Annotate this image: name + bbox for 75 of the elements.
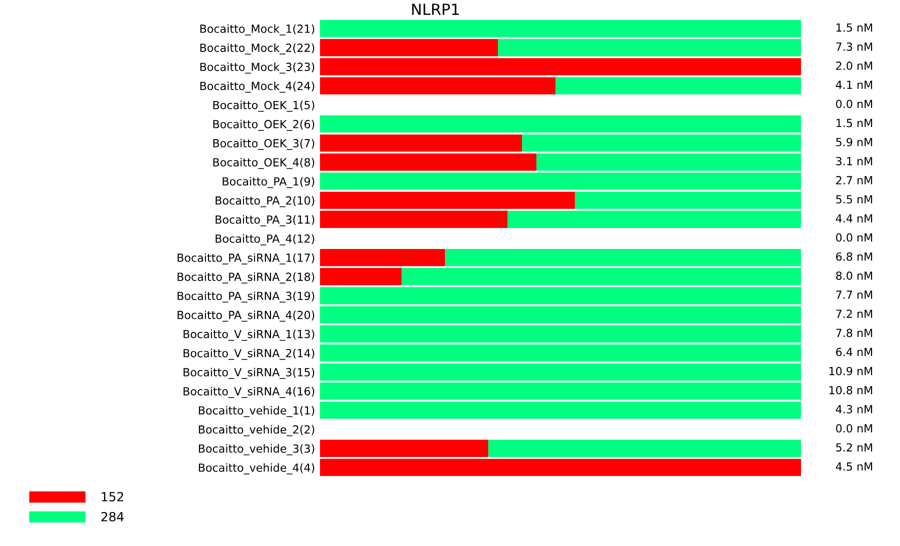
text: 0.0 nM	[836, 100, 872, 108]
y-tick-label: Bocaitto_vehide_4(4)	[198, 463, 314, 474]
text: 7.2 nM	[836, 310, 872, 318]
y-tick-label: Bocaitto_PA_siRNA_2(18)	[178, 272, 314, 284]
text: 2.0 nM	[836, 62, 872, 70]
legend-label: 284	[101, 512, 124, 522]
text: 6.4 nM	[836, 348, 872, 356]
text: 1.5 nM	[836, 118, 872, 128]
text: 0.0 nM	[836, 233, 872, 242]
bar	[320, 134, 522, 152]
bar	[320, 268, 402, 286]
bar	[320, 20, 801, 38]
legend-label: 152	[102, 492, 124, 502]
y-tick-label: Bocaitto_PA_2(10)	[216, 196, 314, 208]
bar	[556, 77, 801, 94]
text: 1.5 nM	[836, 24, 872, 32]
bar	[320, 192, 575, 209]
text: 4.1 nM	[836, 80, 872, 89]
bar	[320, 440, 488, 457]
bar	[320, 325, 801, 342]
text: 4.5 nM	[836, 462, 872, 471]
y-tick-label: Bocaitto_V_siRNA_4(16)	[184, 386, 314, 398]
y-tick-label: Bocaitto_PA_siRNA_1(17)	[178, 253, 314, 264]
y-tick-label: Bocaitto_V_siRNA_2(14)	[184, 348, 314, 360]
y-tick-label: Bocaitto_Mock_2(22)	[200, 43, 314, 54]
y-tick-label: Bocaitto_PA_siRNA_3(19)	[178, 291, 314, 303]
bar	[320, 248, 446, 266]
bar	[536, 154, 801, 171]
y-tick-label: Bocaitto_Mock_3(23)	[200, 62, 314, 74]
text: 5.9 nM	[836, 138, 872, 146]
y-tick-label: Bocaitto_OEK_2(6)	[213, 120, 314, 131]
text: 7.3 nM	[836, 42, 872, 51]
bar	[522, 134, 801, 152]
y-tick-label: Bocaitto_vehide_2(2)	[198, 425, 314, 436]
bar	[445, 248, 801, 266]
text: 2.7 nM	[836, 176, 872, 184]
y-tick-label: Bocaitto_V_siRNA_3(15)	[184, 368, 314, 379]
y-tick-label: Bocaitto_Mock_1(21)	[200, 24, 314, 36]
bar	[320, 210, 508, 228]
text: 0.0 nM	[836, 424, 872, 433]
text: 5.2 nM	[836, 443, 872, 452]
bar	[320, 344, 801, 362]
text: 10.8 nM	[829, 386, 872, 394]
text: 7.7 nM	[836, 290, 872, 299]
y-tick-label: Bocaitto_vehide_3(3)	[198, 444, 314, 456]
bar	[320, 363, 801, 381]
text: 4.4 nM	[836, 214, 872, 222]
chart-title: NLRP1	[412, 4, 459, 15]
text: 4.3 nM	[836, 405, 872, 414]
y-tick-label: Bocaitto_OEK_1(5)	[213, 100, 314, 112]
y-tick-label: Bocaitto_OEK_4(8)	[213, 158, 314, 169]
bar	[320, 458, 801, 476]
bar	[488, 440, 801, 457]
text: 5.5 nM	[836, 195, 872, 204]
bar	[320, 39, 498, 56]
bar	[498, 39, 801, 56]
bar	[320, 382, 801, 400]
text: 6.8 nM	[836, 252, 872, 261]
y-tick-label: Bocaitto_OEK_3(7)	[213, 138, 314, 150]
bar	[320, 154, 536, 171]
text: 7.8 nM	[836, 328, 872, 338]
y-tick-label: Bocaitto_vehide_1(1)	[198, 406, 314, 418]
y-tick-label: Bocaitto_PA_1(9)	[222, 176, 314, 188]
text: 3.1 nM	[836, 156, 872, 166]
y-tick-label: Bocaitto_PA_siRNA_4(20)	[178, 310, 314, 322]
bar	[320, 402, 801, 419]
bar	[508, 210, 801, 228]
y-tick-label: Bocaitto_PA_3(11)	[216, 215, 314, 226]
bar	[320, 115, 801, 133]
y-tick-label: Bocaitto_V_siRNA_1(13)	[184, 330, 314, 341]
text: 8.0 nM	[836, 271, 872, 280]
y-tick-label: Bocaitto_PA_4(12)	[216, 234, 314, 246]
y-tick-label: Bocaitto_Mock_4(24)	[200, 82, 314, 93]
bar	[402, 268, 801, 286]
text: 10.9 nM	[829, 366, 872, 376]
